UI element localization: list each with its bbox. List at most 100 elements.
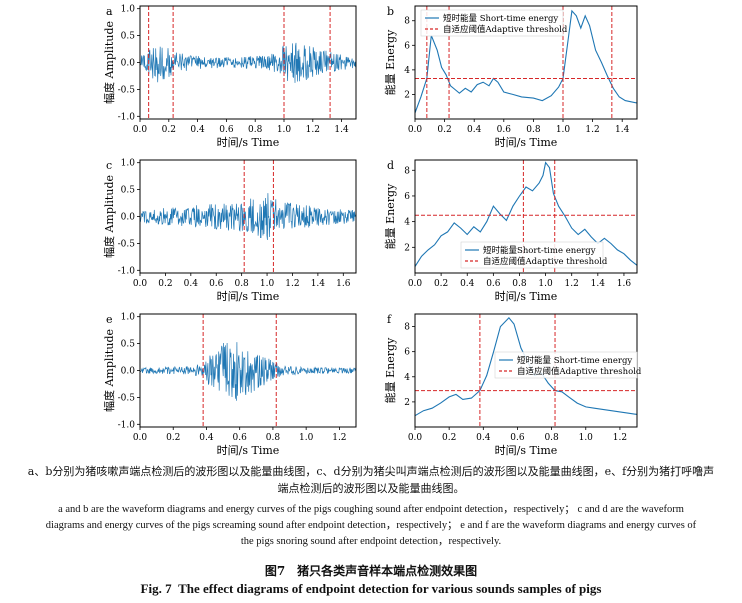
- y-tick-label: 8: [404, 17, 410, 27]
- panel-letter-f: f: [387, 313, 392, 326]
- x-tick-label: 0.8: [266, 433, 281, 443]
- x-tick-label: 0.6: [486, 279, 501, 289]
- x-axis-label-d: 时间/s Time: [495, 290, 558, 303]
- x-axis-label-f: 时间/s Time: [495, 444, 558, 457]
- y-tick-label: 2: [404, 398, 410, 408]
- y-tick-label: 6: [404, 348, 410, 358]
- x-tick-label: 1.2: [285, 279, 299, 289]
- x-tick-label: 0.6: [497, 125, 512, 135]
- x-tick-label: 0.8: [512, 279, 527, 289]
- y-tick-label: 4: [404, 373, 410, 383]
- x-tick-label: 0.0: [133, 125, 148, 135]
- figure-number-zh: 图7: [264, 564, 286, 578]
- y-axis-label-b: 能量 Energy: [383, 29, 397, 95]
- y-tick-label: 6: [404, 192, 410, 202]
- x-tick-label: 1.0: [538, 279, 553, 289]
- panel-letter-e: e: [106, 313, 113, 326]
- x-tick-label: 1.0: [277, 125, 292, 135]
- y-tick-label: 0.5: [121, 186, 136, 196]
- x-tick-label: 0.2: [166, 433, 180, 443]
- x-tick-label: 1.6: [336, 279, 351, 289]
- x-tick-label: 0.4: [476, 433, 491, 443]
- x-tick-label: 0.2: [158, 279, 172, 289]
- x-axis-label-e: 时间/s Time: [217, 444, 280, 457]
- caption-zh-line-1: a、b分别为猪咳嗽声端点检测后的波形图以及能量曲线图，c、d分别为猪尖叫声端点检…: [27, 465, 715, 478]
- y-tick-label: 6: [404, 41, 410, 51]
- panel-letter-a: a: [106, 5, 113, 18]
- panel-letter-d: d: [387, 159, 394, 172]
- x-tick-label: 1.4: [591, 279, 606, 289]
- y-axis-label-c: 幅度 Amplitude: [102, 175, 116, 258]
- legend-box: [494, 351, 638, 379]
- x-tick-label: 0.4: [460, 279, 475, 289]
- x-tick-label: 0.8: [526, 125, 541, 135]
- caption-zh-line-2: 端点检测后的波形图以及能量曲线图。: [277, 482, 465, 495]
- caption-en: a and b are the waveform diagrams and en…: [0, 502, 742, 550]
- x-tick-label: 1.2: [565, 279, 579, 289]
- legend-energy-label: 短时能量 Short-time energy: [517, 355, 632, 366]
- waveform-line-c: [139, 193, 357, 240]
- y-tick-label: 0.5: [121, 340, 136, 350]
- panel-letter-b: b: [387, 5, 394, 18]
- x-tick-label: 0.0: [408, 279, 423, 289]
- x-tick-label: 0.6: [233, 433, 248, 443]
- chart-panel-c: c 0.0 0.2 0.4 0.6 0.8 1.0 1.2 1.4 1.6 -1.0 -0.5 0.0 0…: [102, 159, 357, 303]
- x-tick-label: 0.6: [219, 125, 234, 135]
- caption-en-line-2: diagrams and energy curves of the pigs s…: [45, 520, 697, 531]
- y-tick-label: -0.5: [118, 85, 136, 95]
- x-tick-label: 0.6: [510, 433, 525, 443]
- y-tick-label: 2: [404, 243, 410, 253]
- y-axis-label-e: 幅度 Amplitude: [102, 329, 116, 412]
- x-tick-label: 0.2: [434, 279, 448, 289]
- x-tick-label: 0.8: [544, 433, 559, 443]
- y-axis-label-f: 能量 Energy: [383, 337, 397, 403]
- x-tick-label: 1.2: [306, 125, 320, 135]
- y-tick-label: 4: [404, 66, 410, 76]
- x-tick-label: 0.8: [248, 125, 263, 135]
- legend-energy-label: 短时能量Short-time energy: [483, 245, 596, 256]
- x-tick-label: 1.6: [617, 279, 632, 289]
- chart-panel-d: d 0.0 0.2 0.4 0.6 0.8 1.0 1.2 1.4 1.6 2 4 6 8 时间/s Tim…: [383, 159, 638, 303]
- panel-letter-c: c: [106, 159, 112, 172]
- chart-panel-e: e 0.0 0.2 0.4 0.6 0.8 1.0 1.2 -1.0 -0.5 0.0 0.5 1.0 时…: [102, 313, 357, 457]
- y-tick-label: -1.0: [118, 266, 136, 276]
- x-tick-label: 0.4: [184, 279, 199, 289]
- x-tick-label: 0.0: [408, 433, 423, 443]
- x-tick-label: 1.0: [556, 125, 571, 135]
- legend-box: [420, 9, 564, 37]
- x-tick-label: 0.2: [442, 433, 456, 443]
- legend-energy-label: 短时能量 Short-time energy: [443, 13, 558, 24]
- x-axis-label-b: 时间/s Time: [495, 136, 558, 149]
- x-axis-label-a: 时间/s Time: [217, 136, 280, 149]
- figure-7: a 0.0 0.2 0.4 0.6 0.8 1.0 1.2 1.4 -1.0 -0.5 0.0 0.5 1…: [102, 5, 642, 457]
- waveform-line-e: [139, 342, 357, 401]
- x-tick-label: 0.4: [199, 433, 214, 443]
- x-tick-label: 1.4: [615, 125, 630, 135]
- x-tick-label: 0.2: [437, 125, 451, 135]
- legend-threshold-label: 自适应阈值Adaptive threshold: [517, 366, 642, 377]
- y-tick-label: 8: [404, 323, 410, 333]
- x-tick-label: 0.0: [133, 279, 148, 289]
- x-tick-label: 0.6: [209, 279, 224, 289]
- x-tick-label: 1.0: [260, 279, 275, 289]
- waveform-line-a: [139, 42, 357, 83]
- x-tick-label: 1.2: [613, 433, 627, 443]
- x-tick-label: 1.0: [579, 433, 594, 443]
- y-tick-label: 0.5: [121, 32, 136, 42]
- y-tick-label: -0.5: [118, 393, 136, 403]
- y-tick-label: 0.0: [121, 59, 136, 69]
- y-tick-label: 8: [404, 166, 410, 176]
- figure-title-zh: 图7 猪只各类声音样本端点检测效果图: [0, 562, 742, 579]
- y-axis-label-a: 幅度 Amplitude: [102, 21, 116, 104]
- y-tick-label: 0.0: [121, 213, 136, 223]
- y-tick-label: 1.0: [121, 5, 136, 15]
- x-tick-label: 1.4: [311, 279, 326, 289]
- caption-zh: a、b分别为猪咳嗽声端点检测后的波形图以及能量曲线图，c、d分别为猪尖叫声端点检…: [0, 463, 742, 497]
- x-tick-label: 1.0: [299, 433, 314, 443]
- y-tick-label: 2: [404, 90, 410, 100]
- figure-title-en: Fig. 7 The effect diagrams of endpoint d…: [0, 581, 742, 597]
- chart-panel-a: a 0.0 0.2 0.4 0.6 0.8 1.0 1.2 1.4 -1.0 -0.5 0.0 0.5 1…: [102, 5, 357, 149]
